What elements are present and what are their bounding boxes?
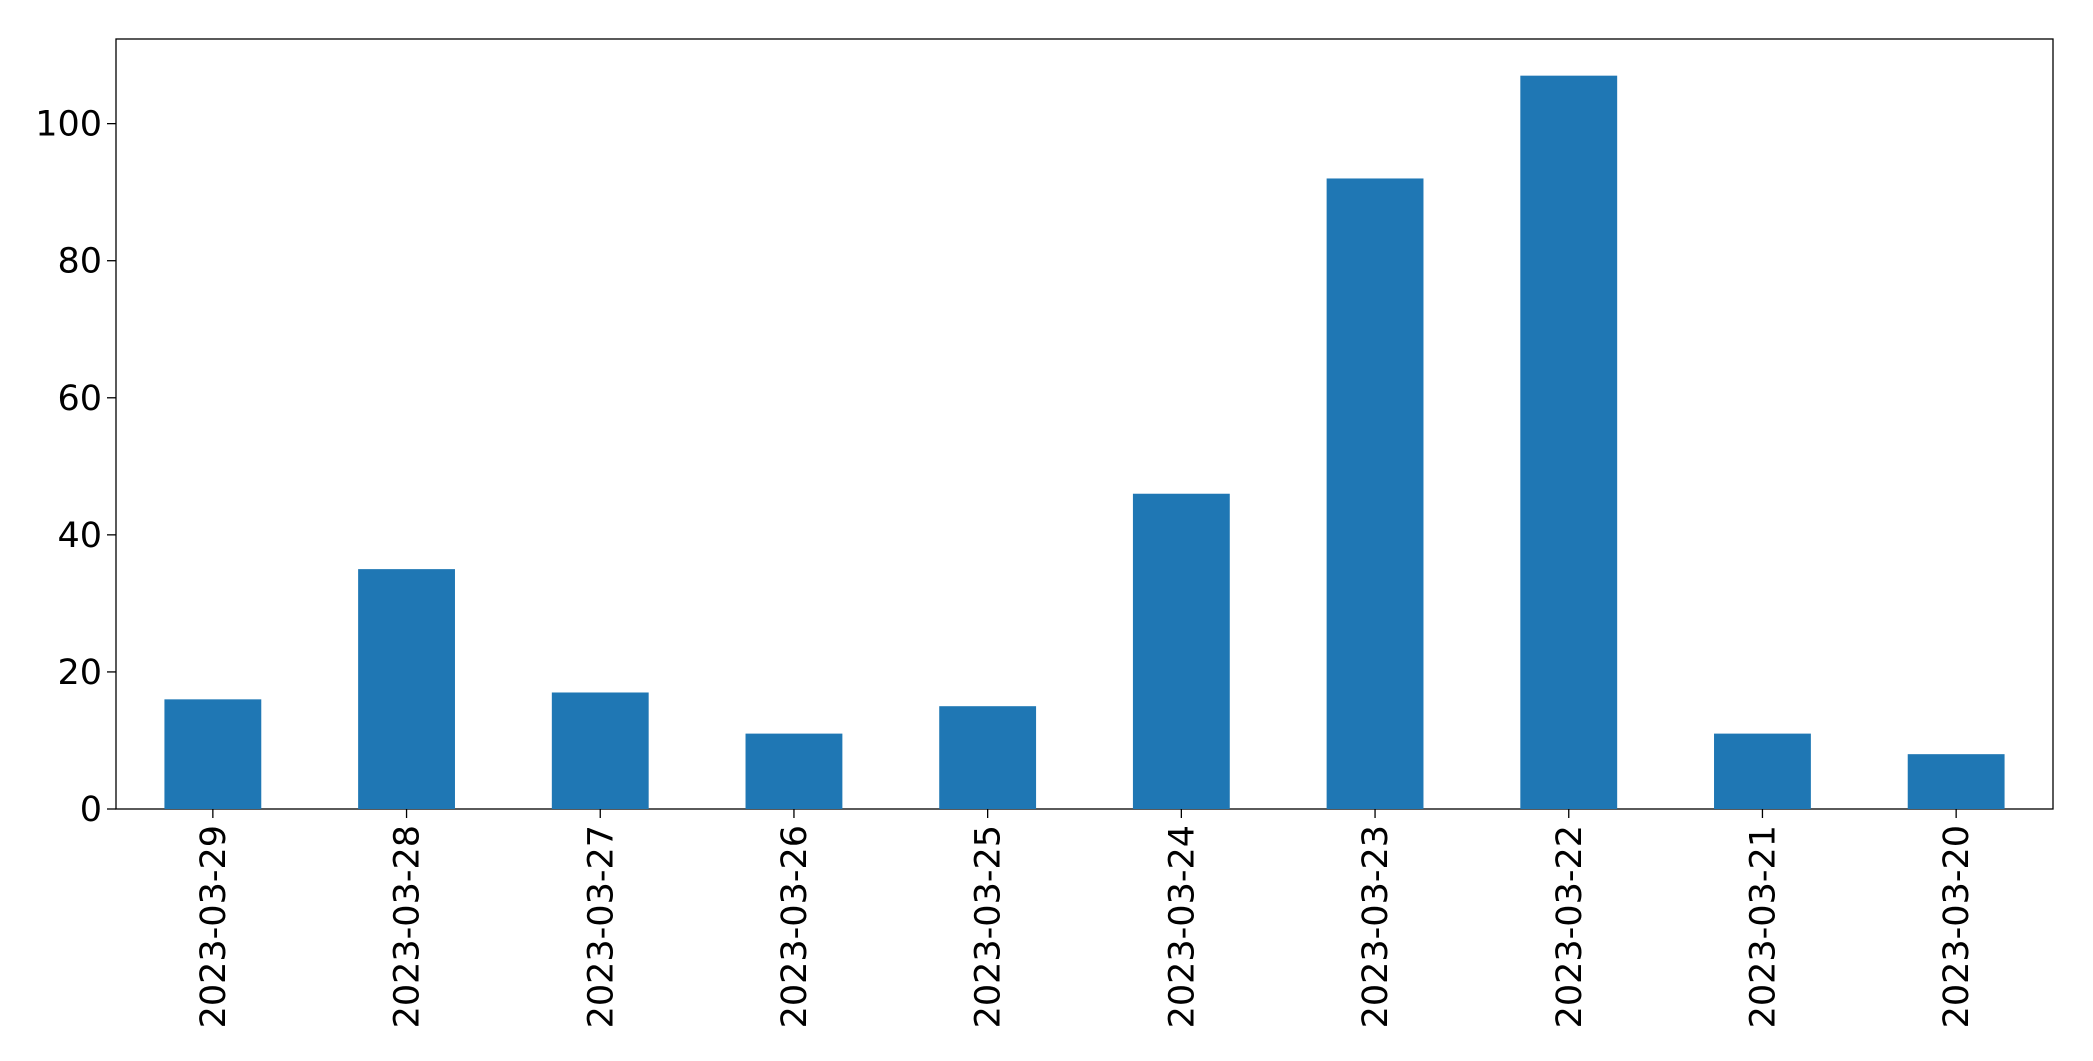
- x-tick-label: 2023-03-29: [194, 825, 234, 1028]
- bar: [745, 733, 843, 809]
- bar: [1907, 754, 2005, 809]
- x-tick-label: 2023-03-21: [1743, 825, 1783, 1028]
- x-tick-label: 2023-03-28: [388, 825, 428, 1028]
- x-tick-label: 2023-03-20: [1937, 825, 1977, 1028]
- bar: [1714, 733, 1811, 809]
- bar: [1326, 178, 1424, 809]
- plot-frame: [115, 38, 2054, 810]
- y-tick-label: 80: [57, 242, 102, 282]
- y-tick-label: 100: [35, 105, 102, 145]
- x-tick-label: 2023-03-26: [775, 825, 815, 1028]
- x-tick-label: 2023-03-22: [1550, 825, 1590, 1028]
- x-tick-label: 2023-03-27: [581, 825, 621, 1028]
- y-tick-label: 20: [57, 653, 102, 693]
- bar: [551, 692, 649, 809]
- y-tick-label: 60: [57, 379, 102, 419]
- y-tick-label: 0: [80, 790, 102, 830]
- x-tick-label: 2023-03-25: [969, 825, 1009, 1028]
- bar: [164, 699, 262, 809]
- bar: [1132, 493, 1230, 809]
- y-tick-label: 40: [57, 516, 102, 556]
- bar: [939, 706, 1037, 809]
- x-tick-label: 2023-03-23: [1356, 825, 1396, 1028]
- bar: [358, 569, 455, 809]
- x-tick-label: 2023-03-24: [1162, 825, 1202, 1028]
- bar: [1520, 75, 1618, 809]
